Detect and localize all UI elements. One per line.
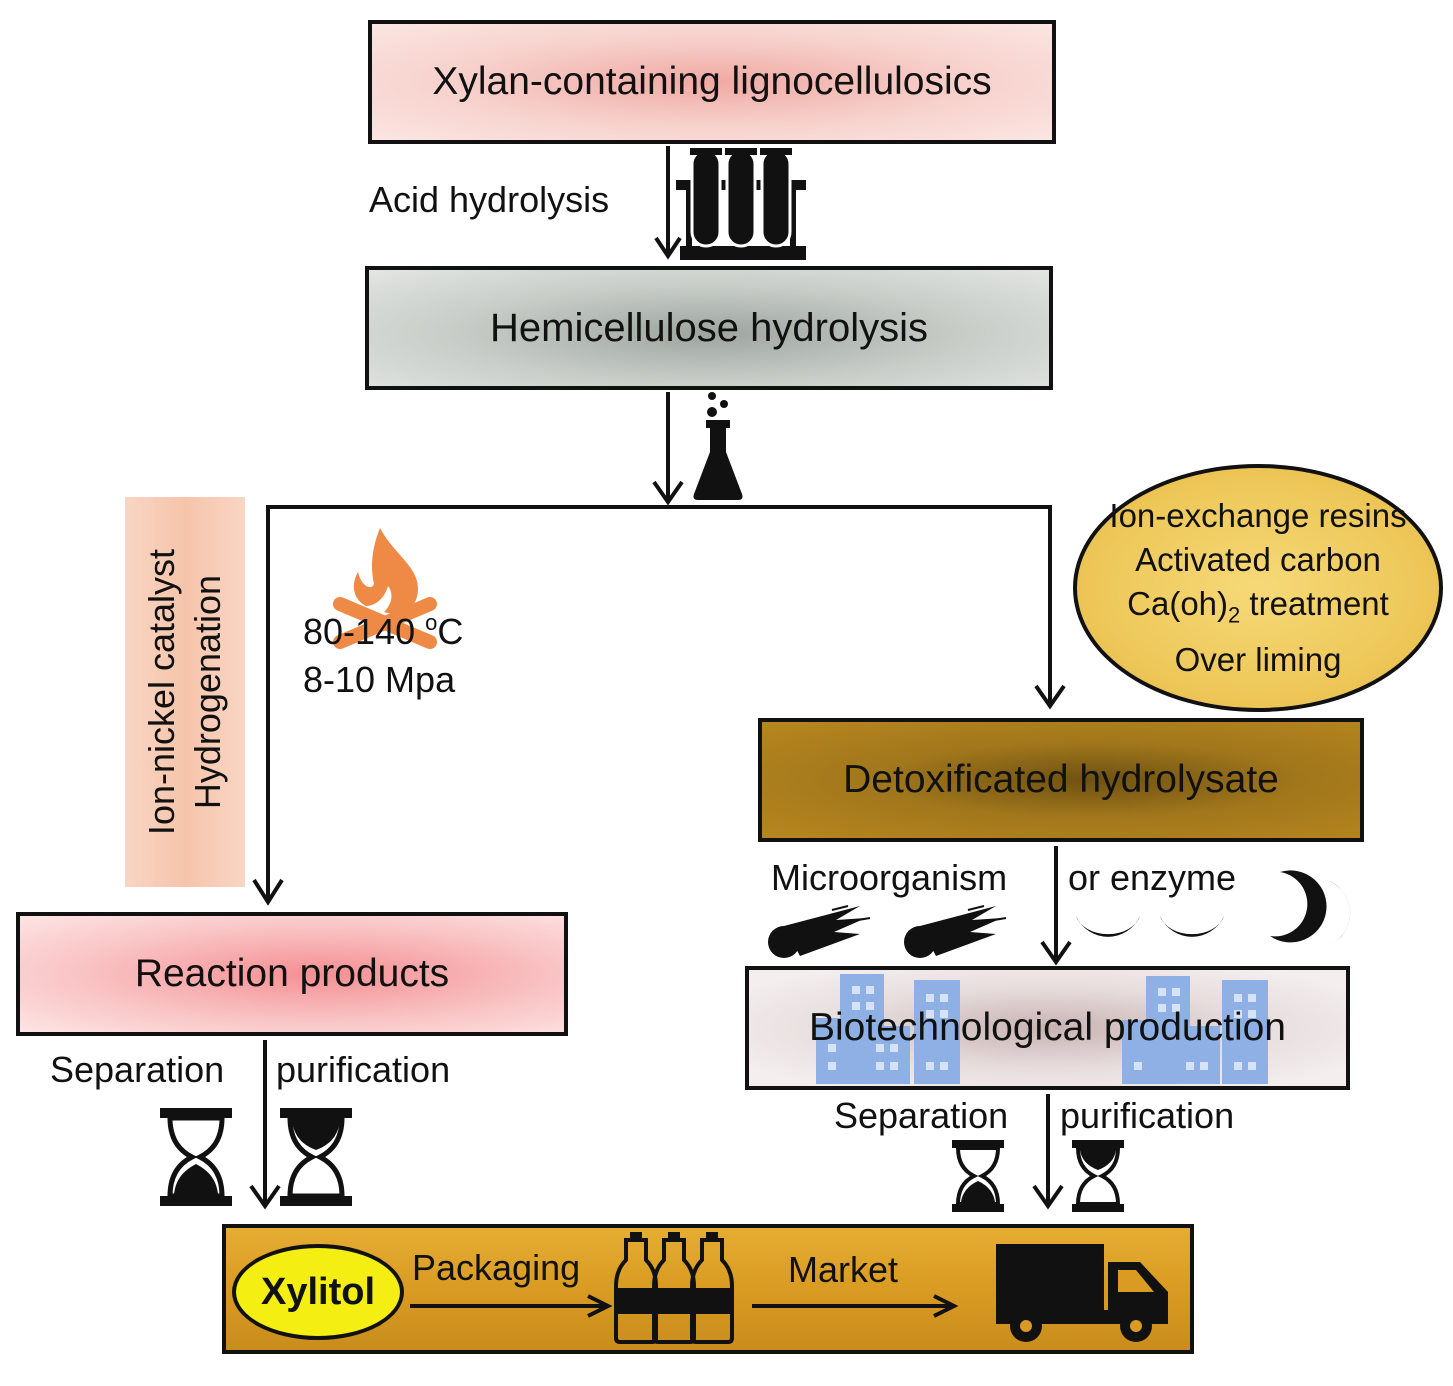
detox-method-3: Ca(oh)2 treatment — [1127, 585, 1389, 628]
packaging-label: Packaging — [412, 1247, 581, 1288]
hemicellulose-hydrolysis-box: Hemicellulose hydrolysis — [365, 266, 1053, 390]
reaction-label: Reaction products — [134, 952, 450, 995]
test-tubes-icon — [676, 148, 806, 260]
separation-left-label: Separation — [50, 1049, 225, 1090]
xylan-lignocellulosics-box: Xylan-containing lignocellulosics — [368, 20, 1056, 144]
building-windows — [828, 986, 1256, 1070]
xylitol-label: Xylitol — [260, 1270, 376, 1313]
detox-method-1: Ion-exchange resins — [1109, 497, 1407, 535]
detox-method-2: Activated carbon — [1135, 541, 1381, 579]
flask-icon — [693, 392, 743, 500]
enzyme-label: or enzyme — [1068, 857, 1237, 898]
biotech-label-holder: Biotechnological production — [745, 966, 1350, 1090]
biotech-label: Biotechnological production — [809, 1006, 1286, 1049]
detox-methods-ellipse: Ion-exchange resins Activated carbon Ca(… — [1073, 464, 1443, 712]
reaction-products-box: Reaction products — [16, 912, 568, 1036]
acid-hydrolysis-label: Acid hydrolysis — [369, 179, 610, 220]
purification-right-label: purification — [1060, 1095, 1235, 1136]
crescent-icon — [1076, 870, 1351, 949]
catalyst-hydrogenation-label: Ion-nickel catalyst Hydrogenation — [125, 497, 245, 887]
xylan-label: Xylan-containing lignocellulosics — [432, 60, 992, 103]
connector-lines — [249, 146, 1072, 1318]
detoxificated-hydrolysate-box: Detoxificated hydrolysate — [758, 718, 1364, 842]
separation-right-label: Separation — [834, 1095, 1009, 1136]
building-icon — [816, 974, 1268, 1084]
temperature-label: 80-140 oC — [303, 610, 464, 652]
purification-left-label: purification — [276, 1049, 451, 1090]
truck-icon — [996, 1244, 1168, 1342]
comet-icon — [768, 905, 1007, 958]
fire-icon — [333, 528, 437, 649]
xylitol-badge: Xylitol — [232, 1244, 404, 1340]
market-label: Market — [788, 1249, 899, 1290]
microorganism-label: Microorganism — [771, 857, 1008, 898]
bottle-icon — [614, 1232, 734, 1344]
hemicellulose-label: Hemicellulose hydrolysis — [490, 305, 928, 350]
detox-method-4: Over liming — [1174, 640, 1342, 678]
hourglass-icon — [160, 1108, 1124, 1212]
pressure-label: 8-10 Mpa — [303, 659, 456, 700]
detox-label: Detoxificated hydrolysate — [843, 758, 1279, 801]
